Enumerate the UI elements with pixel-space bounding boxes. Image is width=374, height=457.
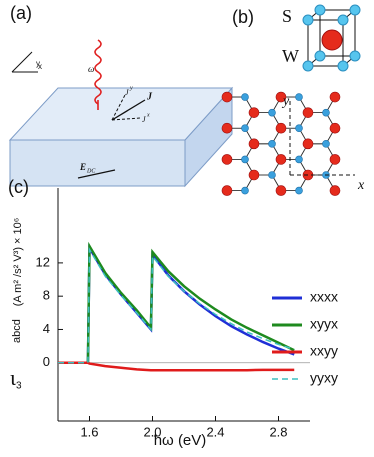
legend-label: xxxx (310, 289, 338, 305)
x-tick-label: 1.6 (80, 424, 98, 439)
y-axis-sup: abcd (11, 319, 23, 343)
omega-label: ω (88, 64, 94, 74)
w-atom (302, 138, 314, 150)
s-atom (337, 60, 349, 72)
x-tick-label: 2.0 (143, 424, 161, 439)
x-tick-label: 2.4 (206, 424, 224, 439)
series-line (58, 361, 295, 372)
legend-label: yyxy (310, 370, 338, 386)
y-axis-sub: 3 (16, 381, 22, 392)
series-line (58, 241, 295, 364)
j-arrow (111, 99, 146, 121)
panel-label: (a) (10, 3, 32, 23)
s-atom (302, 60, 314, 72)
w-atom (329, 185, 341, 196)
s-atom (268, 140, 276, 148)
w-atom (329, 154, 341, 165)
series-line (58, 243, 295, 364)
s-atom (241, 93, 249, 101)
panel-label: (c) (8, 177, 29, 197)
s-atom (295, 124, 303, 133)
s-atom (322, 140, 330, 148)
legend-label: xyyx (310, 316, 338, 332)
w-atom (221, 154, 233, 165)
s-atom (241, 155, 249, 164)
w-atom (221, 185, 233, 196)
edc-arrow (77, 169, 116, 179)
w-atom (275, 122, 287, 134)
y-tick-label: 0 (43, 354, 50, 369)
s-atom (241, 186, 249, 195)
light-wave (94, 39, 102, 105)
w-label: W (282, 46, 299, 66)
w-atom (302, 107, 314, 118)
panel-label: (b) (232, 7, 254, 27)
w-atom (275, 91, 287, 103)
s-atom (349, 50, 361, 62)
axis-label: x (38, 62, 42, 71)
w-atom (329, 122, 341, 134)
s-atom (349, 4, 361, 16)
s-atom (295, 186, 303, 195)
w-atom (275, 154, 287, 165)
w-atom (329, 91, 341, 103)
s-atom (241, 124, 249, 133)
axis-label: y (281, 94, 290, 109)
y-tick-label: 12 (36, 254, 50, 269)
unit-cell (302, 4, 361, 72)
s-atom (322, 108, 330, 117)
s-atom (314, 50, 326, 62)
s-atom (302, 14, 314, 26)
series-line (58, 246, 295, 364)
w-atom (321, 29, 343, 51)
y-tick-label: 8 (43, 288, 50, 303)
s-label: S (282, 6, 292, 26)
s-atom (337, 14, 349, 26)
jy-sup: y (129, 85, 133, 91)
jx-label: J (142, 115, 146, 124)
axis-label: x (357, 178, 365, 193)
s-atom (314, 4, 326, 16)
e-label: E (79, 162, 86, 172)
w-atom (248, 138, 260, 150)
y-axis-title: (A m² /s² V³) × 10⁶ (12, 218, 24, 307)
w-atom (248, 169, 260, 181)
w-atom (221, 122, 233, 134)
w-atom (275, 185, 287, 196)
s-atom (268, 171, 276, 179)
x-axis-title: ħω (eV) (154, 432, 207, 449)
y-axis-symbol: ι (10, 365, 16, 390)
axis-label: y (36, 59, 40, 68)
legend-label: xxyy (310, 343, 338, 359)
slab-front (9, 139, 186, 187)
axis-y-arrow (11, 51, 33, 73)
j-label: J (146, 91, 153, 102)
y-tick-label: 4 (43, 321, 50, 336)
x-tick-label: 2.8 (269, 424, 287, 439)
s-atom (268, 108, 276, 117)
s-atom (295, 93, 303, 101)
s-atom (295, 155, 303, 164)
plot: 0 4 8 12 1.6 2.0 2.4 2.8 xxxx xyyx xxyy yyxy (36, 188, 338, 439)
lattice (221, 91, 341, 196)
jx-sup: x (146, 112, 150, 118)
e-sub: DC (86, 168, 96, 174)
w-atom (248, 107, 260, 118)
jy-label: J (125, 88, 129, 97)
w-atom (221, 91, 233, 103)
